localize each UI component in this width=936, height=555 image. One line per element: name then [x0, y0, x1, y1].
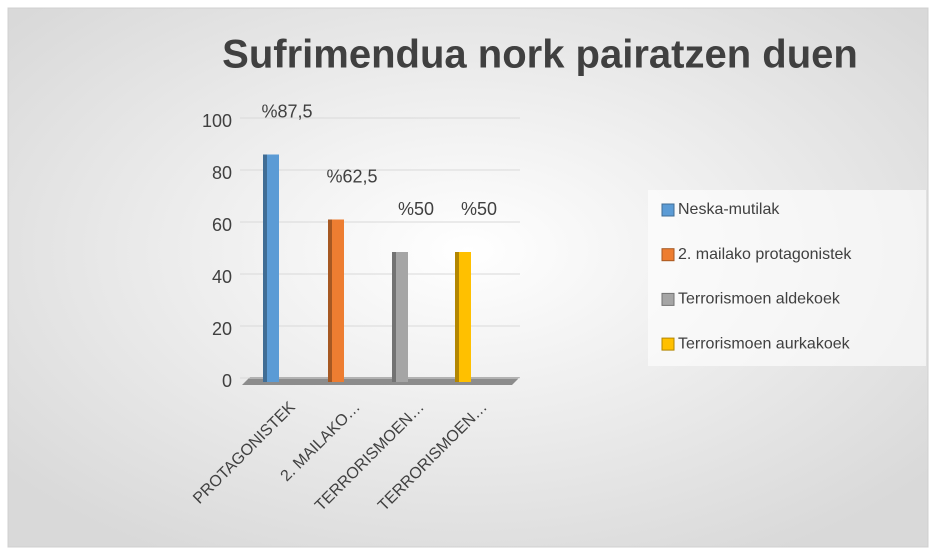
bar [392, 252, 408, 382]
y-tick-label: 80 [212, 163, 232, 183]
legend-label: Terrorismoen aurkakoek [678, 335, 851, 352]
legend-swatch [661, 248, 675, 262]
y-tick-label: 40 [212, 267, 232, 287]
y-tick-label: 20 [212, 319, 232, 339]
legend-box [648, 190, 926, 366]
bar [328, 219, 344, 382]
floor [242, 377, 520, 385]
legend-label: Neska-mutilak [678, 201, 780, 218]
legend-swatch [661, 203, 675, 217]
bar-face [455, 252, 459, 382]
legend-label: 2. mailako protagonistek [678, 246, 852, 263]
y-tick-label: 100 [202, 111, 232, 131]
bar-face [328, 219, 332, 382]
bar [455, 252, 471, 382]
y-tick-label: 60 [212, 215, 232, 235]
bar-face [392, 252, 396, 382]
data-label: %62,5 [326, 166, 377, 186]
data-label: %50 [461, 199, 497, 219]
legend-label: Terrorismoen aldekoek [678, 291, 841, 308]
chart-title: Sufrimendua nork pairatzen duen [222, 33, 858, 77]
data-label: %87,5 [261, 101, 312, 121]
y-tick-label: 0 [222, 371, 232, 391]
data-label: %50 [398, 199, 434, 219]
bar [263, 154, 279, 382]
bar-face [263, 154, 267, 382]
legend-swatch [661, 292, 675, 306]
legend-swatch [661, 337, 675, 351]
